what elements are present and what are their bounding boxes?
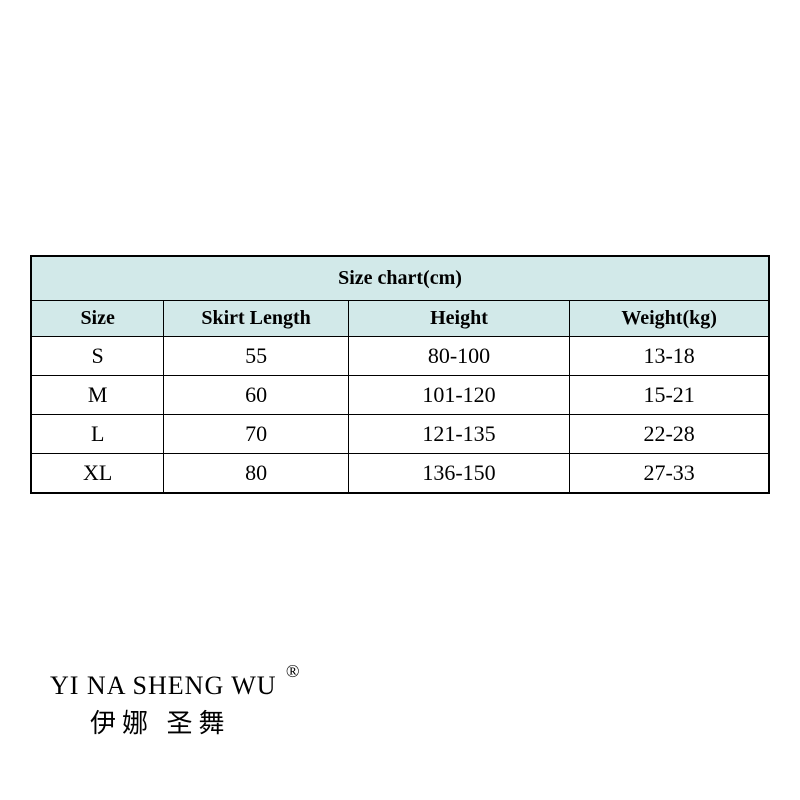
cell-size: M <box>31 376 164 415</box>
col-header-size: Size <box>31 301 164 337</box>
col-header-weight: Weight(kg) <box>570 301 769 337</box>
cell-height: 80-100 <box>348 337 569 376</box>
table-header-row: Size Skirt Length Height Weight(kg) <box>31 301 769 337</box>
cell-size: S <box>31 337 164 376</box>
table-row: XL 80 136-150 27-33 <box>31 454 769 494</box>
cell-height: 136-150 <box>348 454 569 494</box>
table-row: M 60 101-120 15-21 <box>31 376 769 415</box>
table-title: Size chart(cm) <box>31 256 769 301</box>
brand-logo: YI NA SHENG WU ® 伊娜 圣舞 <box>50 671 277 740</box>
cell-weight: 27-33 <box>570 454 769 494</box>
cell-height: 101-120 <box>348 376 569 415</box>
cell-skirt-length: 80 <box>164 454 349 494</box>
cell-weight: 22-28 <box>570 415 769 454</box>
cell-size: XL <box>31 454 164 494</box>
col-header-height: Height <box>348 301 569 337</box>
table-row: S 55 80-100 13-18 <box>31 337 769 376</box>
col-header-skirt-length: Skirt Length <box>164 301 349 337</box>
brand-english-text: YI NA SHENG WU <box>50 671 277 700</box>
brand-english-name: YI NA SHENG WU ® <box>50 671 277 701</box>
cell-skirt-length: 70 <box>164 415 349 454</box>
cell-weight: 13-18 <box>570 337 769 376</box>
table-row: L 70 121-135 22-28 <box>31 415 769 454</box>
registered-trademark-icon: ® <box>286 661 301 682</box>
cell-skirt-length: 55 <box>164 337 349 376</box>
cell-size: L <box>31 415 164 454</box>
cell-height: 121-135 <box>348 415 569 454</box>
cell-skirt-length: 60 <box>164 376 349 415</box>
cell-weight: 15-21 <box>570 376 769 415</box>
brand-chinese-name: 伊娜 圣舞 <box>90 703 277 740</box>
size-chart-table: Size chart(cm) Size Skirt Length Height … <box>30 255 770 494</box>
table-title-row: Size chart(cm) <box>31 256 769 301</box>
size-chart-table-container: Size chart(cm) Size Skirt Length Height … <box>30 255 770 494</box>
